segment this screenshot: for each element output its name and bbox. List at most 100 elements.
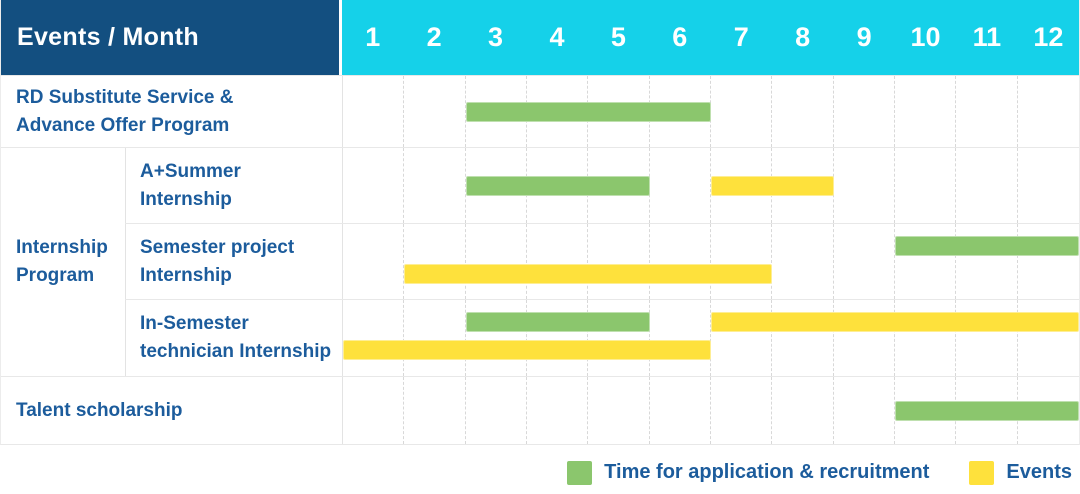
event-row: A+Summer Internship (125, 148, 1079, 223)
gantt-bar-green (465, 175, 650, 196)
month-gridline (587, 300, 589, 376)
month-gridline (648, 224, 650, 299)
month-label: 7 (733, 22, 749, 52)
row-label-line: Semester project (140, 236, 295, 258)
row-label-line: Program (16, 265, 95, 286)
schedule-table: Events / Month 1 2 3 4 5 6 7 8 9 10 11 12 RD Substi… (0, 0, 1080, 445)
gantt-bar-green (895, 400, 1079, 421)
month-gridline (771, 224, 773, 299)
month-gridline (526, 377, 527, 444)
month-gridline (894, 224, 895, 299)
month-header-cell: 5 (588, 0, 649, 75)
month-gridline (710, 224, 711, 299)
events-month-header-cell: Events / Month (1, 0, 342, 75)
legend-item-events: Events (969, 460, 1072, 485)
month-label: 6 (672, 22, 688, 52)
month-header-cell: 12 (1018, 0, 1079, 75)
month-gridline (832, 300, 834, 376)
row-label-line: In-Semester (140, 313, 249, 334)
row-label-line: technician Internship (140, 341, 332, 362)
month-header-cell: 6 (649, 0, 710, 75)
month-gridline (771, 377, 773, 444)
event-row: In-Semester technician Internship (125, 299, 1079, 376)
month-gridline (403, 76, 405, 147)
month-gridline (403, 377, 405, 444)
month-gridline (403, 224, 405, 299)
month-label: 11 (972, 22, 1002, 52)
month-gridline (955, 300, 957, 376)
legend-label: Events (1006, 461, 1072, 483)
row-label-line: A+Summer (140, 160, 241, 182)
month-gridline (587, 224, 589, 299)
chart-cell (342, 300, 1079, 376)
month-gridline (464, 377, 466, 444)
month-header-cell: 11 (956, 0, 1017, 75)
month-label: 10 (910, 22, 941, 52)
month-gridline (1016, 224, 1018, 299)
month-header-cell: 10 (895, 0, 956, 75)
month-gridline (403, 148, 405, 223)
month-label: 8 (795, 22, 811, 52)
month-gridline (771, 300, 773, 376)
month-label: 9 (856, 22, 872, 52)
month-label: 3 (488, 22, 504, 52)
month-gridline (710, 148, 711, 223)
legend-item-application-recruitment: Time for application & recruitment (567, 460, 929, 485)
gantt-bar-green (895, 236, 1079, 256)
month-gridline (464, 76, 466, 147)
row-label-line: Internship (140, 188, 232, 210)
month-gridline (955, 148, 957, 223)
month-label: 5 (610, 22, 626, 52)
month-gridline (1016, 76, 1018, 147)
legend-swatch-yellow (969, 460, 995, 485)
legend: Time for application & recruitment Event… (0, 445, 1080, 494)
month-gridline (832, 224, 834, 299)
row-label: A+Summer Internship (125, 148, 342, 223)
month-gridline (526, 300, 527, 376)
chart-cell (342, 377, 1079, 444)
gantt-bar-green (465, 101, 711, 122)
month-gridline (894, 300, 895, 376)
month-gridline (648, 300, 650, 376)
month-gridline (955, 224, 957, 299)
month-gridline (955, 76, 957, 147)
row-label-line: Advance Offer Program (16, 114, 230, 136)
gantt-bar-green (465, 312, 650, 332)
row-label-line: Internship (140, 264, 232, 286)
month-label: 2 (426, 22, 442, 52)
month-gridline (1016, 148, 1018, 223)
table-header-row: Events / Month 1 2 3 4 5 6 7 8 9 10 11 12 (1, 0, 1079, 75)
month-gridline (648, 377, 650, 444)
row-label-line: Internship (16, 237, 108, 258)
months-header-strip: 1 2 3 4 5 6 7 8 9 10 11 12 (342, 0, 1079, 75)
event-row: RD Substitute Service & Advance Offer Pro… (1, 75, 1079, 147)
gantt-bar-yellow (711, 312, 1079, 332)
chart-cell (342, 148, 1079, 223)
chart-cell (342, 76, 1079, 147)
month-label: 1 (365, 22, 381, 52)
header-title: Events / Month (17, 23, 199, 51)
month-gridline (894, 377, 895, 444)
group-label: Internship Program (1, 148, 125, 376)
group-row: Internship Program A+Summer Internship Semes… (1, 147, 1079, 376)
table-body: RD Substitute Service & Advance Offer Pro… (1, 75, 1079, 444)
month-gridline (894, 148, 895, 223)
row-label-line: RD Substitute Service & (16, 86, 234, 108)
month-gridline (710, 377, 711, 444)
month-label: 4 (549, 22, 565, 52)
month-gridline (526, 224, 527, 299)
month-label: 12 (1033, 22, 1064, 52)
month-gridline (894, 76, 895, 147)
month-gridline (464, 148, 466, 223)
row-label-line: Talent scholarship (16, 399, 183, 421)
month-gridline (710, 300, 711, 376)
month-header-cell: 1 (342, 0, 403, 75)
month-header-cell: 8 (772, 0, 833, 75)
month-gridline (587, 377, 589, 444)
month-header-cell: 4 (526, 0, 587, 75)
gantt-bar-yellow (711, 175, 834, 196)
month-header-cell: 2 (403, 0, 464, 75)
event-row: Talent scholarship (1, 376, 1079, 444)
month-gridline (832, 377, 834, 444)
